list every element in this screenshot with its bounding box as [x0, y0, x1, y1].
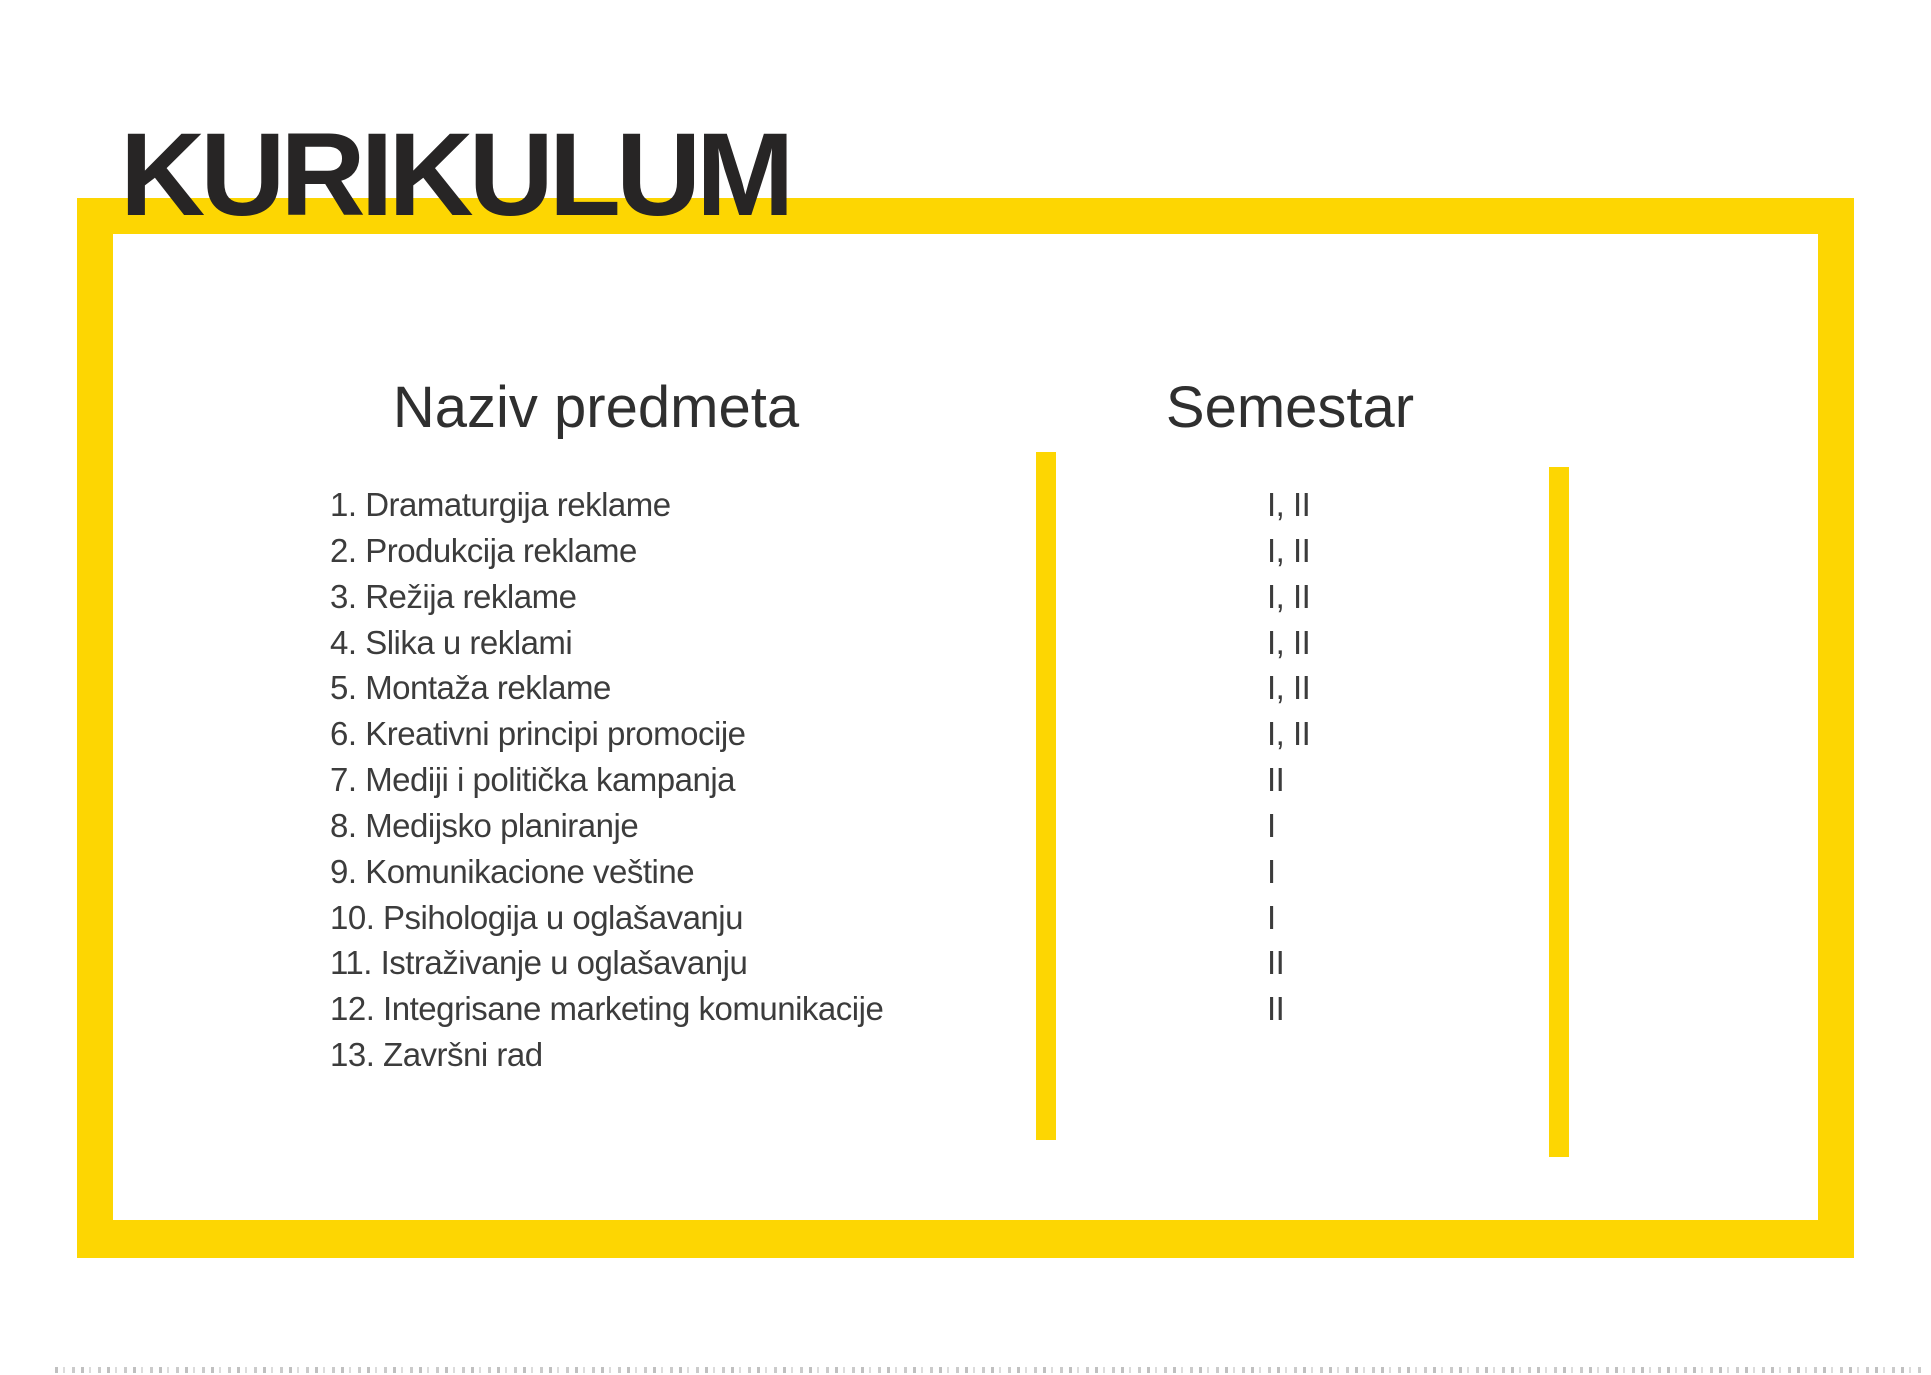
semester-value: II: [1267, 761, 1285, 799]
semester-value: I, II: [1267, 531, 1311, 569]
semester-column: I, II I, II I, II I, II I, II I, II II I I I II II: [1267, 482, 1487, 1078]
subject-list-item: 8. Medijsko planiranje: [330, 806, 639, 844]
semester-value: I: [1267, 898, 1276, 936]
yellow-frame-border: [77, 198, 1854, 1258]
subject-list-item: 1. Dramaturgija reklame: [330, 486, 671, 523]
semester-value: I, II: [1267, 669, 1311, 707]
semester-value: I: [1267, 852, 1276, 890]
subject-list-item: 11. Istraživanje u oglašavanju: [330, 944, 748, 982]
subject-list-item: 2. Produkcija reklame: [330, 531, 637, 569]
subject-list-item: 9. Komunikacione veštine: [330, 852, 695, 890]
yellow-divider-bar-left: [1036, 452, 1056, 1140]
column-header-semester: Semestar: [1165, 375, 1415, 440]
semester-value: I, II: [1267, 486, 1311, 523]
subject-list-item: 5. Montaža reklame: [330, 669, 611, 707]
subject-list-item: 13. Završni rad: [330, 1036, 543, 1074]
semester-value: I: [1267, 806, 1276, 844]
subject-list-item: 10. Psihologija u oglašavanju: [330, 898, 743, 936]
column-header-subject: Naziv predmeta: [392, 375, 800, 440]
semester-value: I, II: [1267, 623, 1311, 661]
clipped-text-artifact: [55, 1367, 1926, 1373]
subject-list-item: 7. Mediji i politička kampanja: [330, 761, 736, 799]
semester-value: [1267, 1032, 1487, 1078]
semester-value: II: [1267, 944, 1285, 982]
semester-value: I, II: [1267, 715, 1311, 753]
subject-column: 1. Dramaturgija reklame 2. Produkcija rek…: [330, 482, 1030, 1078]
semester-value: I, II: [1267, 577, 1311, 615]
page-title: KURIKULUM: [120, 109, 794, 241]
subject-list-item: 12. Integrisane marketing komunikacije: [330, 990, 884, 1028]
subject-list-item: 4. Slika u reklami: [330, 623, 573, 661]
subject-list-item: 6. Kreativni principi promocije: [330, 715, 746, 753]
yellow-divider-bar-right: [1549, 467, 1569, 1157]
semester-value: II: [1267, 990, 1285, 1028]
subject-list-item: 3. Režija reklame: [330, 577, 577, 615]
